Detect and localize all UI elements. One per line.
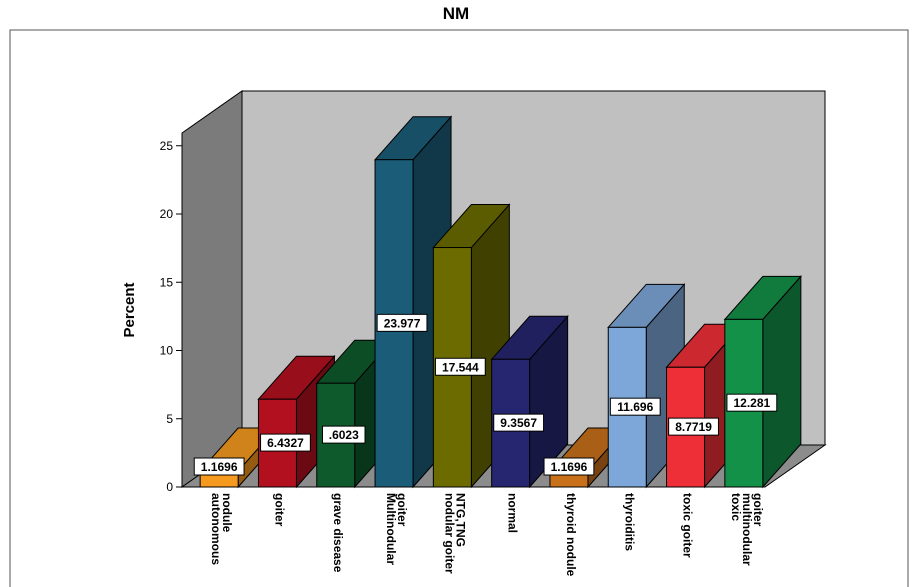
x-tick-label: goiter [751,493,765,527]
data-label-box [726,393,778,412]
y-axis-label: Percent [121,282,138,337]
data-label-text: 1.1696 [201,460,238,474]
data-label-text: .6023 [329,428,359,442]
data-label-text: 17.544 [442,360,479,374]
data-label: 8.7719 [668,417,719,436]
data-label: 12.281 [726,393,778,412]
data-label-box [322,425,366,444]
chart-title: NM [442,4,470,23]
data-label: .6023 [322,425,366,444]
x-tick-label: nodule [220,493,234,533]
x-tick-label: toxic goiter [681,493,695,558]
data-label-box [376,313,428,332]
data-label: 1.1696 [193,457,245,476]
data-label-box [493,413,545,432]
data-label-box [543,457,595,476]
data-label-text: 1.1696 [551,460,588,474]
data-label: 9.3567 [493,413,545,432]
x-tick-label: goiter [272,493,286,527]
data-label-text: 6.4327 [267,436,304,450]
data-label-box [260,433,311,452]
x-tick-label: normal [506,493,520,533]
data-label: 1.1696 [543,457,595,476]
data-label-text: 12.281 [733,396,770,410]
y-tick-label: 15 [160,275,174,289]
x-tick-label: NTG,TNG [453,493,467,547]
data-label: 6.4327 [260,433,311,452]
data-label: 11.696 [609,397,661,416]
x-tick-label: thyroiditis [622,493,636,551]
data-label-box [434,357,486,376]
data-label: 23.977 [376,313,428,332]
y-tick-label: 10 [160,344,174,358]
y-axis: 0 5 10 15 20 25 [160,133,183,494]
x-tick-label: Multinodular [384,493,398,565]
bar [723,275,802,489]
x-tick-label: grave disease [331,493,345,573]
y-tick-label: 20 [160,207,174,221]
data-label-text: 23.977 [384,316,421,330]
y-tick-label: 0 [166,480,173,494]
data-label-box [609,397,661,416]
x-tick-label: toxic [729,493,743,521]
x-tick-label: thyroid nodule [564,493,578,577]
data-label-text: 9.3567 [500,416,537,430]
data-label-text: 8.7719 [675,420,712,434]
data-label-text: 11.696 [617,400,653,414]
y-tick-label: 25 [160,139,174,153]
x-tick-label: autonomous [209,493,223,565]
data-label-box [668,417,719,436]
x-tick-label: goiter [395,493,409,527]
x-tick-label: nodular goiter [442,493,456,574]
data-label-box [193,457,245,476]
x-tick-label: multinodular [740,493,754,566]
y-tick-label: 5 [166,412,173,426]
data-label: 17.544 [434,357,486,376]
data-labels: 1.1696 6.4327 .6023 23.977 17.544 9.3567 1.169… [193,313,778,476]
side-wall [181,90,243,488]
